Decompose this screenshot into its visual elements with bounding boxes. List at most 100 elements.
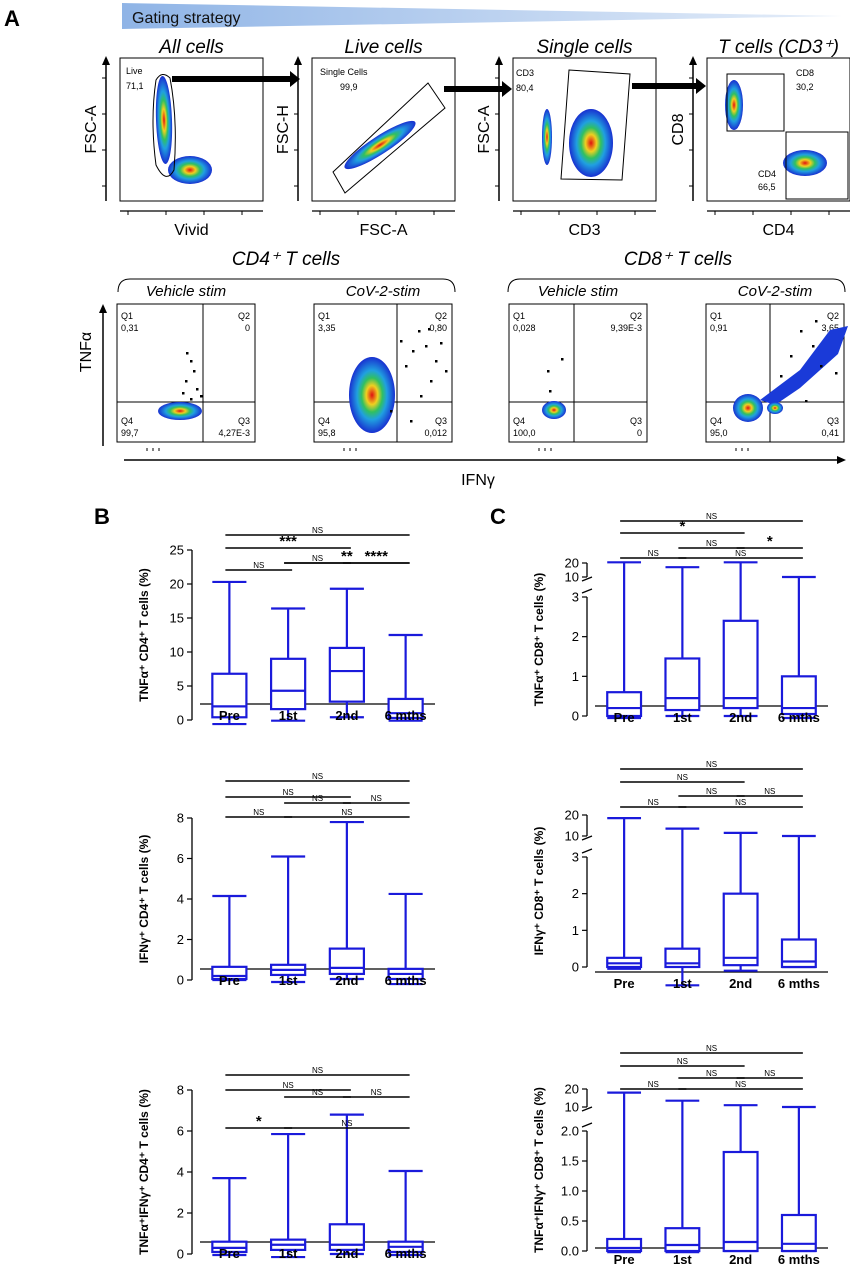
quadrant-name: Q4 (513, 416, 525, 426)
significance-label: NS (341, 1119, 352, 1128)
y-axis-label: TNFα⁺ CD8⁺ T cells (%) (532, 573, 546, 706)
significance-label: NS (648, 798, 659, 807)
quadrant-name: Q2 (238, 311, 250, 321)
event-dot (190, 398, 193, 401)
box-pre (606, 817, 643, 970)
y-tick-label: 2 (177, 1206, 184, 1221)
x-tick-label: 6 mths (385, 973, 427, 988)
gating-plot-title: Single cells (536, 37, 633, 58)
boxplot-chart: 0.0 0.5 1.0 1.5 2.0 10 20 TNFα⁺IFNγ⁺ CD8⁺ T cel… (532, 1044, 828, 1267)
quadrant-value: 4,27E-3 (218, 428, 250, 438)
event-dot (549, 390, 552, 393)
box-pre (606, 1091, 643, 1254)
quadrant-name: Q4 (710, 416, 722, 426)
y-tick-label: 20 (565, 808, 579, 823)
x-tick-label: 6 mths (385, 1246, 427, 1261)
quadrant-value: 0,41 (821, 428, 839, 438)
y-tick-label: 2 (177, 932, 184, 947)
significance-label: NS (706, 539, 717, 548)
group-title-cd4: CD4⁺ T cells (232, 249, 341, 270)
event-dot (435, 360, 438, 363)
quadrant-value: 0,012 (424, 428, 447, 438)
box-iqr (722, 619, 759, 710)
density-debris (168, 156, 212, 184)
gate-value: 80,4 (516, 83, 534, 93)
flow-y-arrowhead (99, 304, 107, 313)
event-dot (182, 392, 185, 395)
box-2nd (328, 1113, 366, 1256)
significance-label: * (767, 533, 773, 550)
y-tick-label: 2 (572, 886, 579, 901)
gate-cd3 (560, 69, 631, 181)
quadrant-value: 3,35 (318, 323, 336, 333)
gating-plot: All cells Vivid FSC-A (83, 37, 264, 239)
quadrant-value: 95,0 (710, 428, 728, 438)
box-iqr (780, 938, 817, 969)
gate-value: 30,2 (796, 82, 814, 92)
y-tick-label: 2 (572, 629, 579, 644)
density-population (733, 394, 763, 422)
gating-plot-title: All cells (158, 37, 224, 58)
gating-plot-frame (706, 57, 850, 202)
panel-label-c: C (490, 504, 506, 529)
box-1st (269, 607, 307, 722)
event-dot (812, 345, 815, 348)
quadrant-value: 100,0 (513, 428, 536, 438)
significance-label: NS (312, 1088, 323, 1097)
gating-x-label: CD4 (762, 222, 794, 239)
y-tick-label: 0.5 (561, 1214, 579, 1229)
y-tick-label: 1.0 (561, 1184, 579, 1199)
box-1st (269, 1132, 307, 1259)
density-population (542, 401, 566, 419)
box-1st (269, 855, 307, 984)
event-dot (390, 410, 393, 413)
box-iqr (722, 1150, 759, 1253)
significance-label: ** (341, 548, 353, 565)
significance-label: NS (648, 1080, 659, 1089)
y-tick-label: 3 (572, 850, 579, 865)
event-dot (780, 375, 783, 378)
x-tick-label: 2nd (729, 710, 752, 725)
x-tick-label: Pre (614, 976, 635, 991)
quadrant-value: 95,8 (318, 428, 336, 438)
event-dot (547, 370, 550, 373)
y-tick-label: 6 (177, 851, 184, 866)
x-tick-label: 1st (673, 1252, 692, 1267)
quadrant-value: 0,31 (121, 323, 139, 333)
density-single (344, 120, 416, 170)
box-6-mths (387, 892, 424, 986)
gating-x-label: Vivid (174, 222, 208, 239)
significance-label: NS (706, 1069, 717, 1078)
y-tick-label: 0 (572, 960, 579, 975)
gate-name: Single Cells (320, 67, 368, 77)
event-dot (185, 380, 188, 383)
box-iqr (664, 657, 701, 712)
gate-value: 99,9 (340, 82, 358, 92)
quadrant-value: 0,028 (513, 323, 536, 333)
y-axis-label: TNFα⁺IFNγ⁺ CD8⁺ T cells (%) (532, 1087, 546, 1253)
y-tick-label: 0 (177, 973, 184, 988)
significance-label: NS (312, 1066, 323, 1075)
box-iqr (269, 657, 307, 711)
significance-label: NS (341, 808, 352, 817)
gate-value: 71,1 (126, 81, 144, 91)
y-tick-label: 1.5 (561, 1154, 579, 1169)
box-iqr (722, 892, 759, 967)
density-cd3pos (569, 109, 613, 177)
significance-label: *** (279, 533, 297, 550)
significance-label: NS (283, 788, 294, 797)
significance-label: NS (312, 794, 323, 803)
box-6-mths (780, 575, 817, 720)
quadrant-name: Q3 (435, 416, 447, 426)
axis-break-mark (581, 848, 593, 854)
gating-flow-arrowhead (290, 71, 300, 87)
axis-break-mark (581, 1106, 593, 1112)
box-1st (664, 1099, 701, 1254)
y-axis-label: TNFα⁺IFNγ⁺ CD4⁺ T cells (%) (137, 1089, 151, 1255)
group-bracket-cd8 (507, 278, 846, 293)
stim-label: Vehicle stim (538, 283, 618, 300)
event-dot (440, 342, 443, 345)
y-tick-label: 6 (177, 1124, 184, 1139)
event-dot (200, 395, 203, 398)
